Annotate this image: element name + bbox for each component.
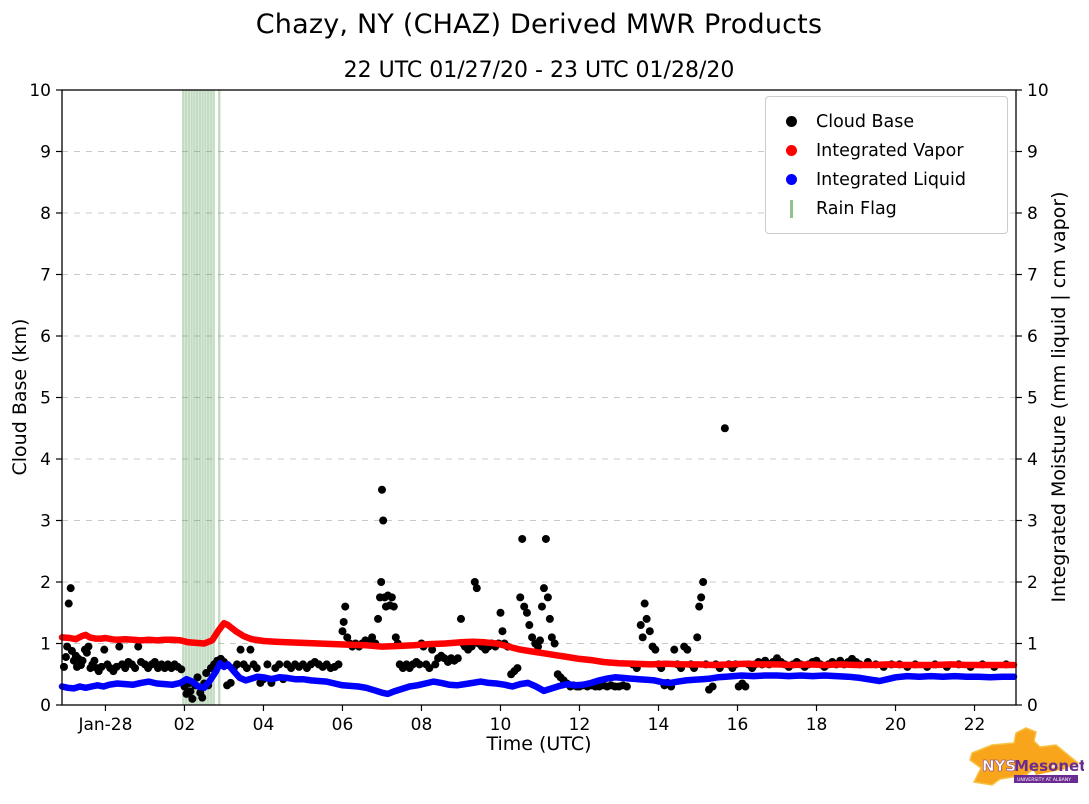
x-tick-label: 14 (648, 715, 670, 735)
y-tick-label-right: 5 (1027, 389, 1038, 409)
x-tick-label: Jan-28 (77, 715, 132, 735)
legend-label-integrated-liquid: Integrated Liquid (816, 169, 966, 190)
x-tick-label: 02 (174, 715, 196, 735)
x-tick-label: 20 (885, 715, 907, 735)
axis-ticks (56, 89, 1022, 711)
y-tick-label-right: 4 (1027, 450, 1038, 470)
y-tick-label-left: 4 (40, 450, 51, 470)
y-tick-label-left: 9 (40, 143, 51, 163)
legend-label-integrated-vapor: Integrated Vapor (816, 140, 964, 161)
logo-tagline-text: UNIVERSITY AT ALBANY (1017, 777, 1071, 783)
y-tick-label-left: 10 (29, 81, 51, 101)
y-tick-label-right: 10 (1027, 81, 1049, 101)
rain-flag-line-icon (790, 199, 793, 218)
nys-mesonet-logo: NYS Mesonet UNIVERSITY AT ALBANY (966, 719, 1086, 799)
page-title: Chazy, NY (CHAZ) Derived MWR Products (255, 9, 823, 40)
rain-flag-lines (182, 90, 221, 705)
page-subtitle: 22 UTC 01/27/20 - 23 UTC 01/28/20 (343, 58, 735, 83)
x-tick-label: 04 (253, 715, 275, 735)
x-axis-label: Time (UTC) (486, 733, 592, 755)
y-tick-label-right: 8 (1027, 204, 1038, 224)
x-tick-label: 10 (490, 715, 512, 735)
integrated-liquid-line (58, 659, 1018, 698)
x-tick-label: 08 (411, 715, 433, 735)
x-tick-label: 06 (332, 715, 354, 735)
legend: Cloud Base Integrated Vapor Integrated L… (765, 96, 1008, 234)
legend-label-cloud-base: Cloud Base (816, 111, 915, 132)
y-tick-label-left: 1 (40, 635, 51, 655)
y-tick-label-left: 3 (40, 512, 51, 532)
x-tick-label: 18 (806, 715, 828, 735)
integrated-liquid-dot-icon (786, 174, 797, 185)
y-tick-label-left: 0 (40, 696, 51, 716)
y-tick-label-left: 2 (40, 573, 51, 593)
y-tick-label-right: 7 (1027, 266, 1038, 286)
x-tick-label: 22 (964, 715, 986, 735)
y-tick-label-right: 0 (1027, 696, 1038, 716)
y-tick-label-left: 5 (40, 389, 51, 409)
y-axis-label-right: Integrated Moisture (mm liquid | cm vapo… (1048, 191, 1070, 603)
ny-state-icon: NYS Mesonet UNIVERSITY AT ALBANY (969, 727, 1086, 786)
legend-label-rain-flag: Rain Flag (816, 198, 897, 219)
x-tick-label: 12 (569, 715, 591, 735)
legend-item-integrated-liquid: Integrated Liquid (780, 165, 1007, 194)
y-tick-label-left: 6 (40, 327, 51, 347)
y-tick-label-right: 6 (1027, 327, 1038, 347)
y-tick-label-left: 8 (40, 204, 51, 224)
y-tick-label-right: 2 (1027, 573, 1038, 593)
legend-item-integrated-vapor: Integrated Vapor (780, 136, 1007, 165)
y-tick-label-right: 9 (1027, 143, 1038, 163)
integrated-vapor-dot-icon (786, 145, 797, 156)
y-tick-label-right: 1 (1027, 635, 1038, 655)
cloud-base-dot-icon (786, 116, 797, 127)
legend-item-cloud-base: Cloud Base (780, 107, 1007, 136)
integrated-vapor-line (58, 619, 1018, 669)
x-tick-label: 16 (727, 715, 749, 735)
logo-mesonet-text: Mesonet (1014, 757, 1084, 775)
logo-nys-text: NYS (982, 757, 1016, 775)
y-tick-label-left: 7 (40, 266, 51, 286)
tick-labels: Jan-28 02 04 06 08 10 12 14 16 18 20 220 01 12 23 34 45 5… (29, 81, 1048, 735)
legend-item-rain-flag: Rain Flag (780, 194, 1007, 223)
y-axis-label-left: Cloud Base (km) (9, 318, 31, 476)
y-tick-label-right: 3 (1027, 512, 1038, 532)
